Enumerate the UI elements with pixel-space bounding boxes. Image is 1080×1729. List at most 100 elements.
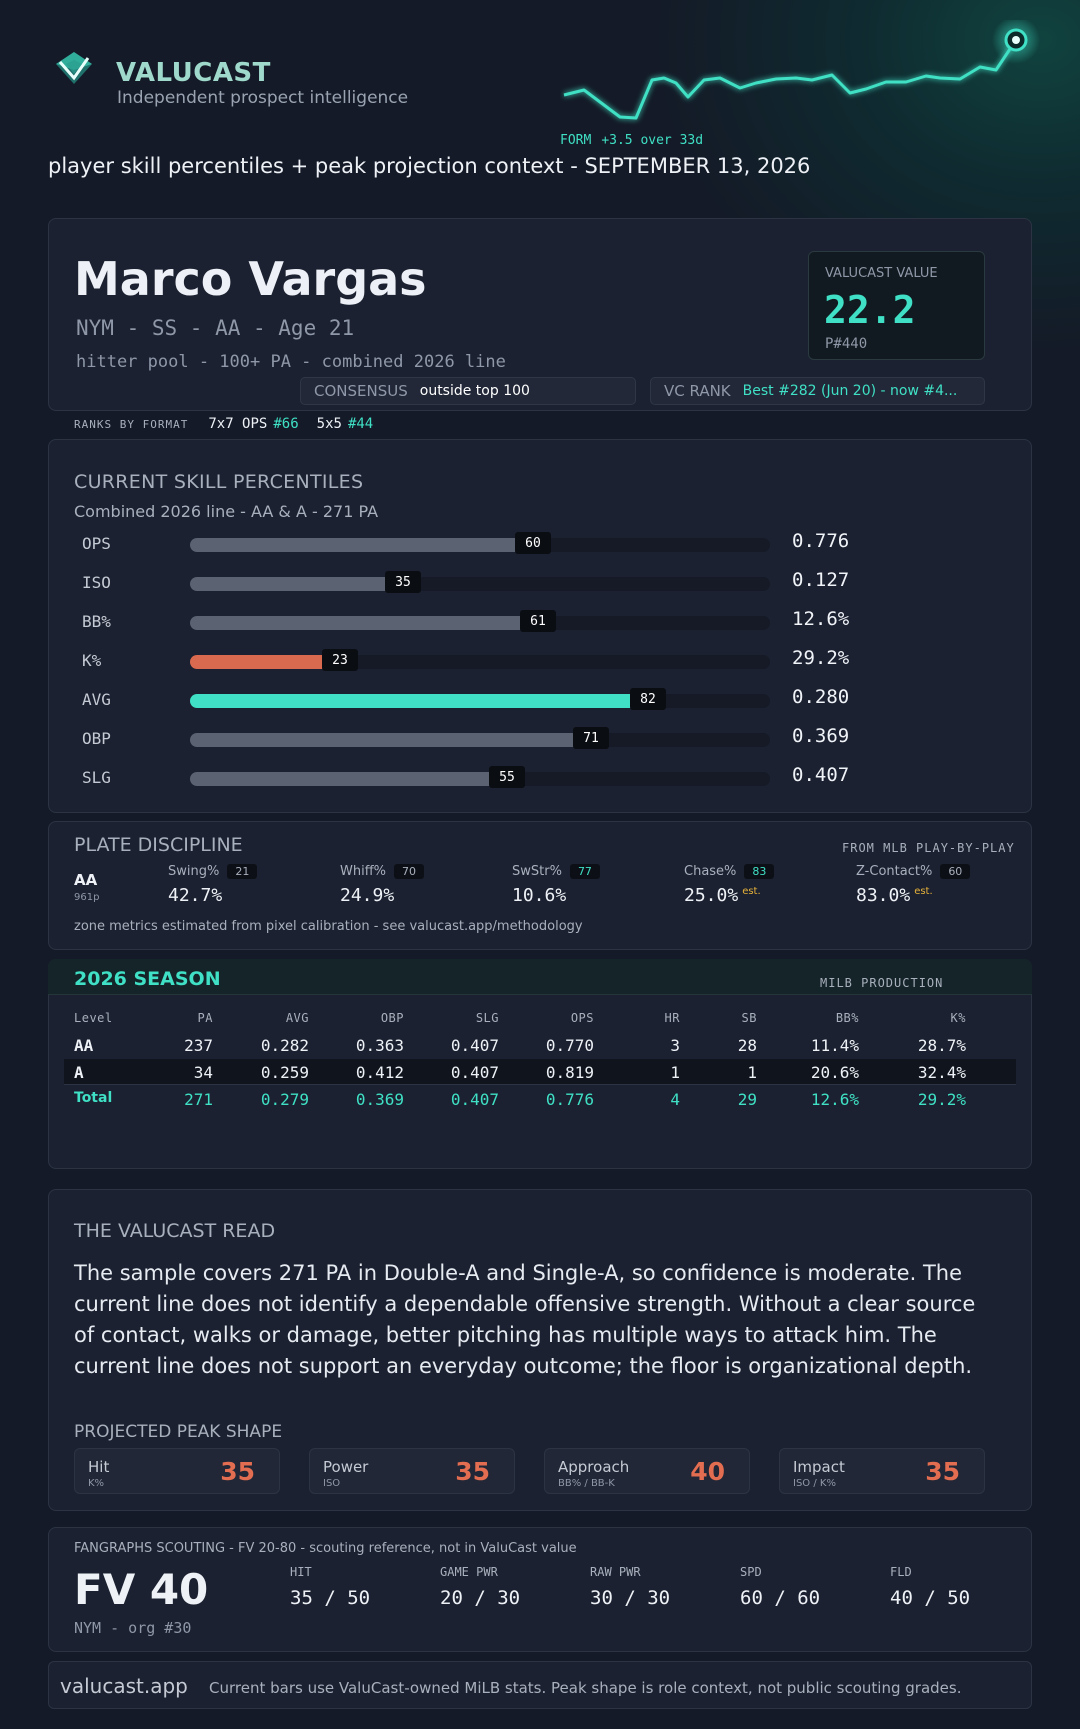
discipline-metric-percentile: 83 [744, 864, 775, 879]
percentile-row: AVG 82 0.280 [74, 684, 874, 714]
table-header-row: Level PA AVG OBP SLG OPS HR SB BB% K% [64, 1007, 1016, 1033]
table-cell: 1 [670, 1063, 680, 1082]
valucast-value-label: VALUCAST VALUE [825, 266, 938, 281]
valucast-value-box [808, 251, 985, 360]
form-value: +3.5 over 33d [601, 133, 704, 148]
percentiles-title: CURRENT SKILL PERCENTILES [74, 471, 364, 493]
table-cell: K% [950, 1011, 966, 1025]
player-pool: hitter pool - 100+ PA - combined 2026 li… [76, 352, 506, 372]
discipline-metric: SwStr% 77 10.6% [512, 864, 672, 906]
percentile-label: BB% [82, 612, 111, 631]
plate-discipline-title: PLATE DISCIPLINE [74, 834, 243, 856]
percentile-fill [190, 655, 330, 669]
peak-shape-card: Impact ISO / K% 35 [779, 1448, 985, 1494]
percentile-value: 12.6% [792, 608, 850, 630]
table-cell: BB% [835, 1011, 859, 1025]
peak-shape-basis: ISO / K% [793, 1478, 836, 1489]
table-cell: 237 [184, 1036, 213, 1055]
table-cell: SB [741, 1011, 757, 1025]
plate-discipline-source: FROM MLB PLAY-BY-PLAY [842, 841, 1015, 855]
table-cell: 0.407 [450, 1063, 499, 1082]
table-cell: 28.7% [917, 1036, 966, 1055]
percentile-value: 29.2% [792, 647, 850, 669]
season-header-band [48, 959, 1032, 995]
table-cell: 0.363 [355, 1036, 404, 1055]
peak-shape-basis: ISO [323, 1478, 341, 1489]
season-title: 2026 SEASON [74, 968, 221, 990]
table-cell: OBP [380, 1011, 404, 1025]
fangraphs-grade-value: 40 / 50 [890, 1587, 971, 1609]
table-cell: SLG [475, 1011, 499, 1025]
discipline-metric-name: Chase% [684, 864, 737, 879]
table-cell: 32.4% [917, 1063, 966, 1082]
peak-shape-basis: BB% / BB-K [558, 1478, 615, 1489]
read-text: The sample covers 271 PA in Double-A and… [74, 1261, 976, 1378]
fangraphs-grade-value: 35 / 50 [290, 1587, 371, 1609]
table-cell-level: Total [74, 1090, 113, 1106]
read-title: THE VALUCAST READ [74, 1220, 276, 1242]
table-total-divider [64, 1084, 1016, 1085]
season-source: MILB PRODUCTION [820, 976, 944, 990]
peak-shape-title: PROJECTED PEAK SHAPE [74, 1422, 283, 1442]
discipline-metric-percentile: 60 [940, 864, 971, 879]
player-name: Marco Vargas [74, 252, 427, 306]
percentile-row: SLG 55 0.407 [74, 762, 874, 792]
discipline-metric: Whiff% 70 24.9% [340, 864, 500, 906]
peak-shape-name: Power [323, 1458, 369, 1476]
percentile-value: 0.127 [792, 569, 850, 591]
discipline-metric: Chase% 83 25.0% est. [684, 864, 844, 906]
percentile-badge: 23 [322, 649, 358, 671]
fangraphs-card [48, 1527, 1032, 1652]
discipline-metric: Z-Contact% 60 83.0% est. [856, 864, 1016, 906]
table-cell: 0.282 [260, 1036, 309, 1055]
estimate-marker: est. [742, 886, 761, 897]
percentile-value: 0.776 [792, 530, 850, 552]
format-rank: #44 [347, 416, 374, 432]
percentile-row: OBP 71 0.369 [74, 723, 874, 753]
percentile-badge: 82 [630, 688, 666, 710]
peak-shape-card: Power ISO 35 [309, 1448, 515, 1494]
table-cell: 0.776 [545, 1090, 594, 1109]
peak-shape-basis: K% [88, 1478, 105, 1489]
table-cell: 3 [670, 1036, 680, 1055]
table-cell: 0.407 [450, 1090, 499, 1109]
fangraphs-grade-value: 20 / 30 [440, 1587, 521, 1609]
percentile-fill [190, 538, 523, 552]
discipline-metric-value: 83.0% [856, 885, 911, 906]
percentile-row: ISO 35 0.127 [74, 567, 874, 597]
percentile-row: BB% 61 12.6% [74, 606, 874, 636]
footer-brand-link[interactable]: valucast.app [60, 1674, 188, 1698]
valucast-value-rank: P#440 [825, 336, 868, 352]
brand-name: VALUCAST [116, 58, 271, 88]
percentile-label: ISO [82, 573, 111, 592]
peak-shape-card: Approach BB% / BB-K 40 [544, 1448, 750, 1494]
fangraphs-grade-name: GAME PWR [440, 1565, 498, 1579]
valucast-value: 22.2 [824, 288, 916, 332]
percentile-fill [190, 694, 638, 708]
footer-text: Current bars use ValuCast-owned MiLB sta… [209, 1679, 962, 1697]
table-row: A 34 0.259 0.412 0.407 0.819 1 1 20.6% 32.4% [64, 1059, 1016, 1085]
peak-shape-grade: 40 [690, 1457, 725, 1486]
fangraphs-grade-name: SPD [740, 1565, 762, 1579]
fangraphs-grade: RAW PWR 30 / 30 [590, 1565, 670, 1609]
table-cell: 34 [193, 1063, 213, 1082]
plate-discipline-note: zone metrics estimated from pixel calibr… [74, 919, 583, 934]
consensus-value: outside top 100 [419, 383, 530, 399]
table-cell: PA [197, 1011, 213, 1025]
table-cell: 20.6% [810, 1063, 859, 1082]
fangraphs-grade: FLD 40 / 50 [890, 1565, 970, 1609]
ranks-by-format: RANKS BY FORMAT 7x7 OPS #66 5x5 #44 [74, 416, 391, 432]
percentile-badge: 61 [520, 610, 556, 632]
peak-shape-grade: 35 [220, 1457, 255, 1486]
discipline-metric-value: 25.0% [684, 885, 739, 906]
estimate-marker: est. [914, 886, 933, 897]
fangraphs-grade-name: RAW PWR [590, 1565, 641, 1579]
table-cell: 1 [747, 1063, 757, 1082]
peak-shape-grade: 35 [925, 1457, 960, 1486]
table-cell: 28 [737, 1036, 757, 1055]
consensus-label: CONSENSUS [314, 382, 408, 400]
fangraphs-grade-name: FLD [890, 1565, 912, 1579]
fangraphs-grade: GAME PWR 20 / 30 [440, 1565, 520, 1609]
vc-rank-label: VC RANK [664, 382, 731, 400]
player-meta: NYM - SS - AA - Age 21 [76, 316, 355, 340]
